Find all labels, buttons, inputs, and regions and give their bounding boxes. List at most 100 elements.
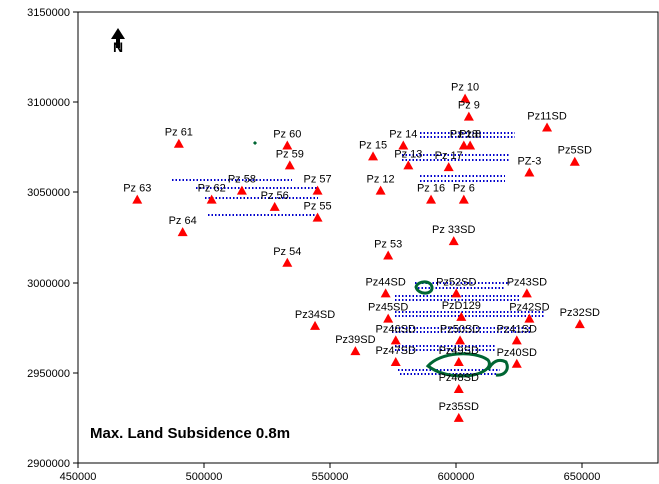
well-label: Pz 18 [450,128,478,140]
well-triangle-icon [465,140,476,150]
well-triangle-icon [453,384,464,394]
y-tick-label: 3050000 [27,187,70,199]
well-triangle-icon [383,250,394,260]
well-label: Pz 53 [374,239,402,251]
well-marker[interactable]: Pz 64 [169,215,197,237]
well-triangle-icon [173,138,184,148]
well-marker[interactable]: Pz49SD [439,345,479,366]
well-label: Pz50SD [440,323,480,335]
well-marker[interactable]: Pz 61 [165,127,193,148]
well-marker[interactable]: Pz 18 [450,128,478,150]
well-marker[interactable]: Pz40SD [497,347,537,368]
well-label: Pz45SD [368,302,408,314]
well-marker[interactable]: Pz 16 [417,183,445,204]
well-label: Pz 59 [276,148,304,160]
well-marker[interactable]: Pz32SD [560,307,600,329]
well-label: Pz 15 [359,139,387,151]
well-triangle-icon [282,257,293,267]
well-triangle-icon [453,412,464,422]
well-marker[interactable]: Pz 15 [359,139,387,161]
well-label: Pz 55 [303,201,331,213]
well-marker[interactable]: Pz 12 [367,174,395,195]
well-triangle-icon [569,156,580,166]
well-label: Pz 63 [123,183,151,195]
well-label: Pz 64 [169,215,197,227]
well-triangle-icon [375,185,386,195]
well-marker[interactable]: Pz52SD [436,276,476,298]
well-marker[interactable]: Pz35SD [439,401,479,422]
x-tick-label: 600000 [438,471,475,483]
well-triangle-icon [380,288,391,298]
well-triangle-icon [312,185,323,195]
well-triangle-icon [453,356,464,366]
well-marker[interactable]: Pz 63 [123,183,151,204]
well-triangle-icon [542,122,553,132]
well-marker[interactable]: Pz42SD [509,302,550,323]
well-label: Pz 61 [165,127,193,139]
map-title: Max. Land Subsidence 0.8m [90,425,290,442]
well-triangle-icon [574,319,585,329]
well-marker[interactable]: Pz 54 [273,246,301,267]
well-marker[interactable]: Pz41SD [497,323,537,345]
well-label: Pz35SD [439,401,479,413]
well-triangle-icon [368,151,379,161]
well-marker[interactable]: Pz46SD [376,323,416,345]
well-triangle-icon [312,212,323,222]
well-marker[interactable]: Pz 6 [453,183,475,204]
well-label: Pz40SD [497,347,537,359]
well-label: Pz 33SD [432,224,475,236]
y-tick-label: 3100000 [27,97,70,109]
well-marker[interactable]: Pz 55 [303,201,332,222]
well-triangle-icon [458,194,469,204]
y-tick-marks [73,11,78,464]
well-triangle-icon [451,288,462,298]
well-marker[interactable]: PzD129 [442,300,481,321]
well-label: Pz 9 [458,100,480,112]
well-marker[interactable]: Pz43SD [507,276,547,298]
well-label: Pz48SD [439,372,479,384]
well-marker[interactable]: Pz 60 [273,128,301,150]
well-marker[interactable]: Pz50SD [440,323,480,345]
well-marker[interactable]: Pz 9 [458,100,480,121]
well-triangle-icon [398,140,409,150]
well-marker[interactable]: Pz 33SD [432,224,475,246]
well-marker[interactable]: Pz45SD [368,302,408,323]
well-triangle-icon [524,313,535,323]
well-marker[interactable]: PZ-3 [517,156,541,177]
well-marker[interactable]: Pz11SD [527,110,567,132]
well-triangle-icon [390,356,401,366]
well-marker[interactable]: Pz34SD [295,309,335,330]
well-marker[interactable]: Pz 58 [228,174,256,195]
well-marker[interactable]: Pz44SD [365,276,406,298]
well-marker[interactable]: Pz 57 [303,174,332,195]
y-tick-label: 2900000 [27,458,70,470]
well-triangle-icon [403,160,414,170]
well-triangle-icon [524,167,535,177]
well-marker[interactable]: Pz 14 [389,128,417,150]
well-label: PzD129 [442,300,481,312]
well-label: Pz32SD [560,307,600,319]
x-tick-label: 500000 [186,471,223,483]
well-marker[interactable]: Pz 59 [276,148,304,170]
well-triangle-icon [310,320,321,330]
well-label: Pz 60 [273,128,301,140]
well-marker[interactable]: Pz 13 [394,148,422,170]
well-marker[interactable]: Pz 56 [261,190,289,211]
well-marker[interactable]: Pz 10 [451,82,479,103]
well-marker[interactable]: Pz48SD [439,372,479,394]
well-marker[interactable]: Pz39SD [335,334,376,356]
well-marker[interactable]: Pz 62 [198,183,226,204]
well-triangle-icon [463,111,474,121]
well-label: Pz34SD [295,309,335,321]
well-marker[interactable]: Pz 8 [459,128,481,150]
well-label: PZ-3 [517,156,541,168]
x-tick-marks [77,463,583,468]
well-marker[interactable]: Pz47SD [376,345,416,366]
well-label: Pz 57 [303,174,331,186]
well-marker[interactable]: Pz 17 [435,150,463,172]
well-marker[interactable]: Pz 53 [374,239,402,260]
well-triangle-icon [443,162,454,172]
well-label: Pz46SD [376,323,416,335]
well-marker[interactable]: Pz5SD [558,145,592,166]
